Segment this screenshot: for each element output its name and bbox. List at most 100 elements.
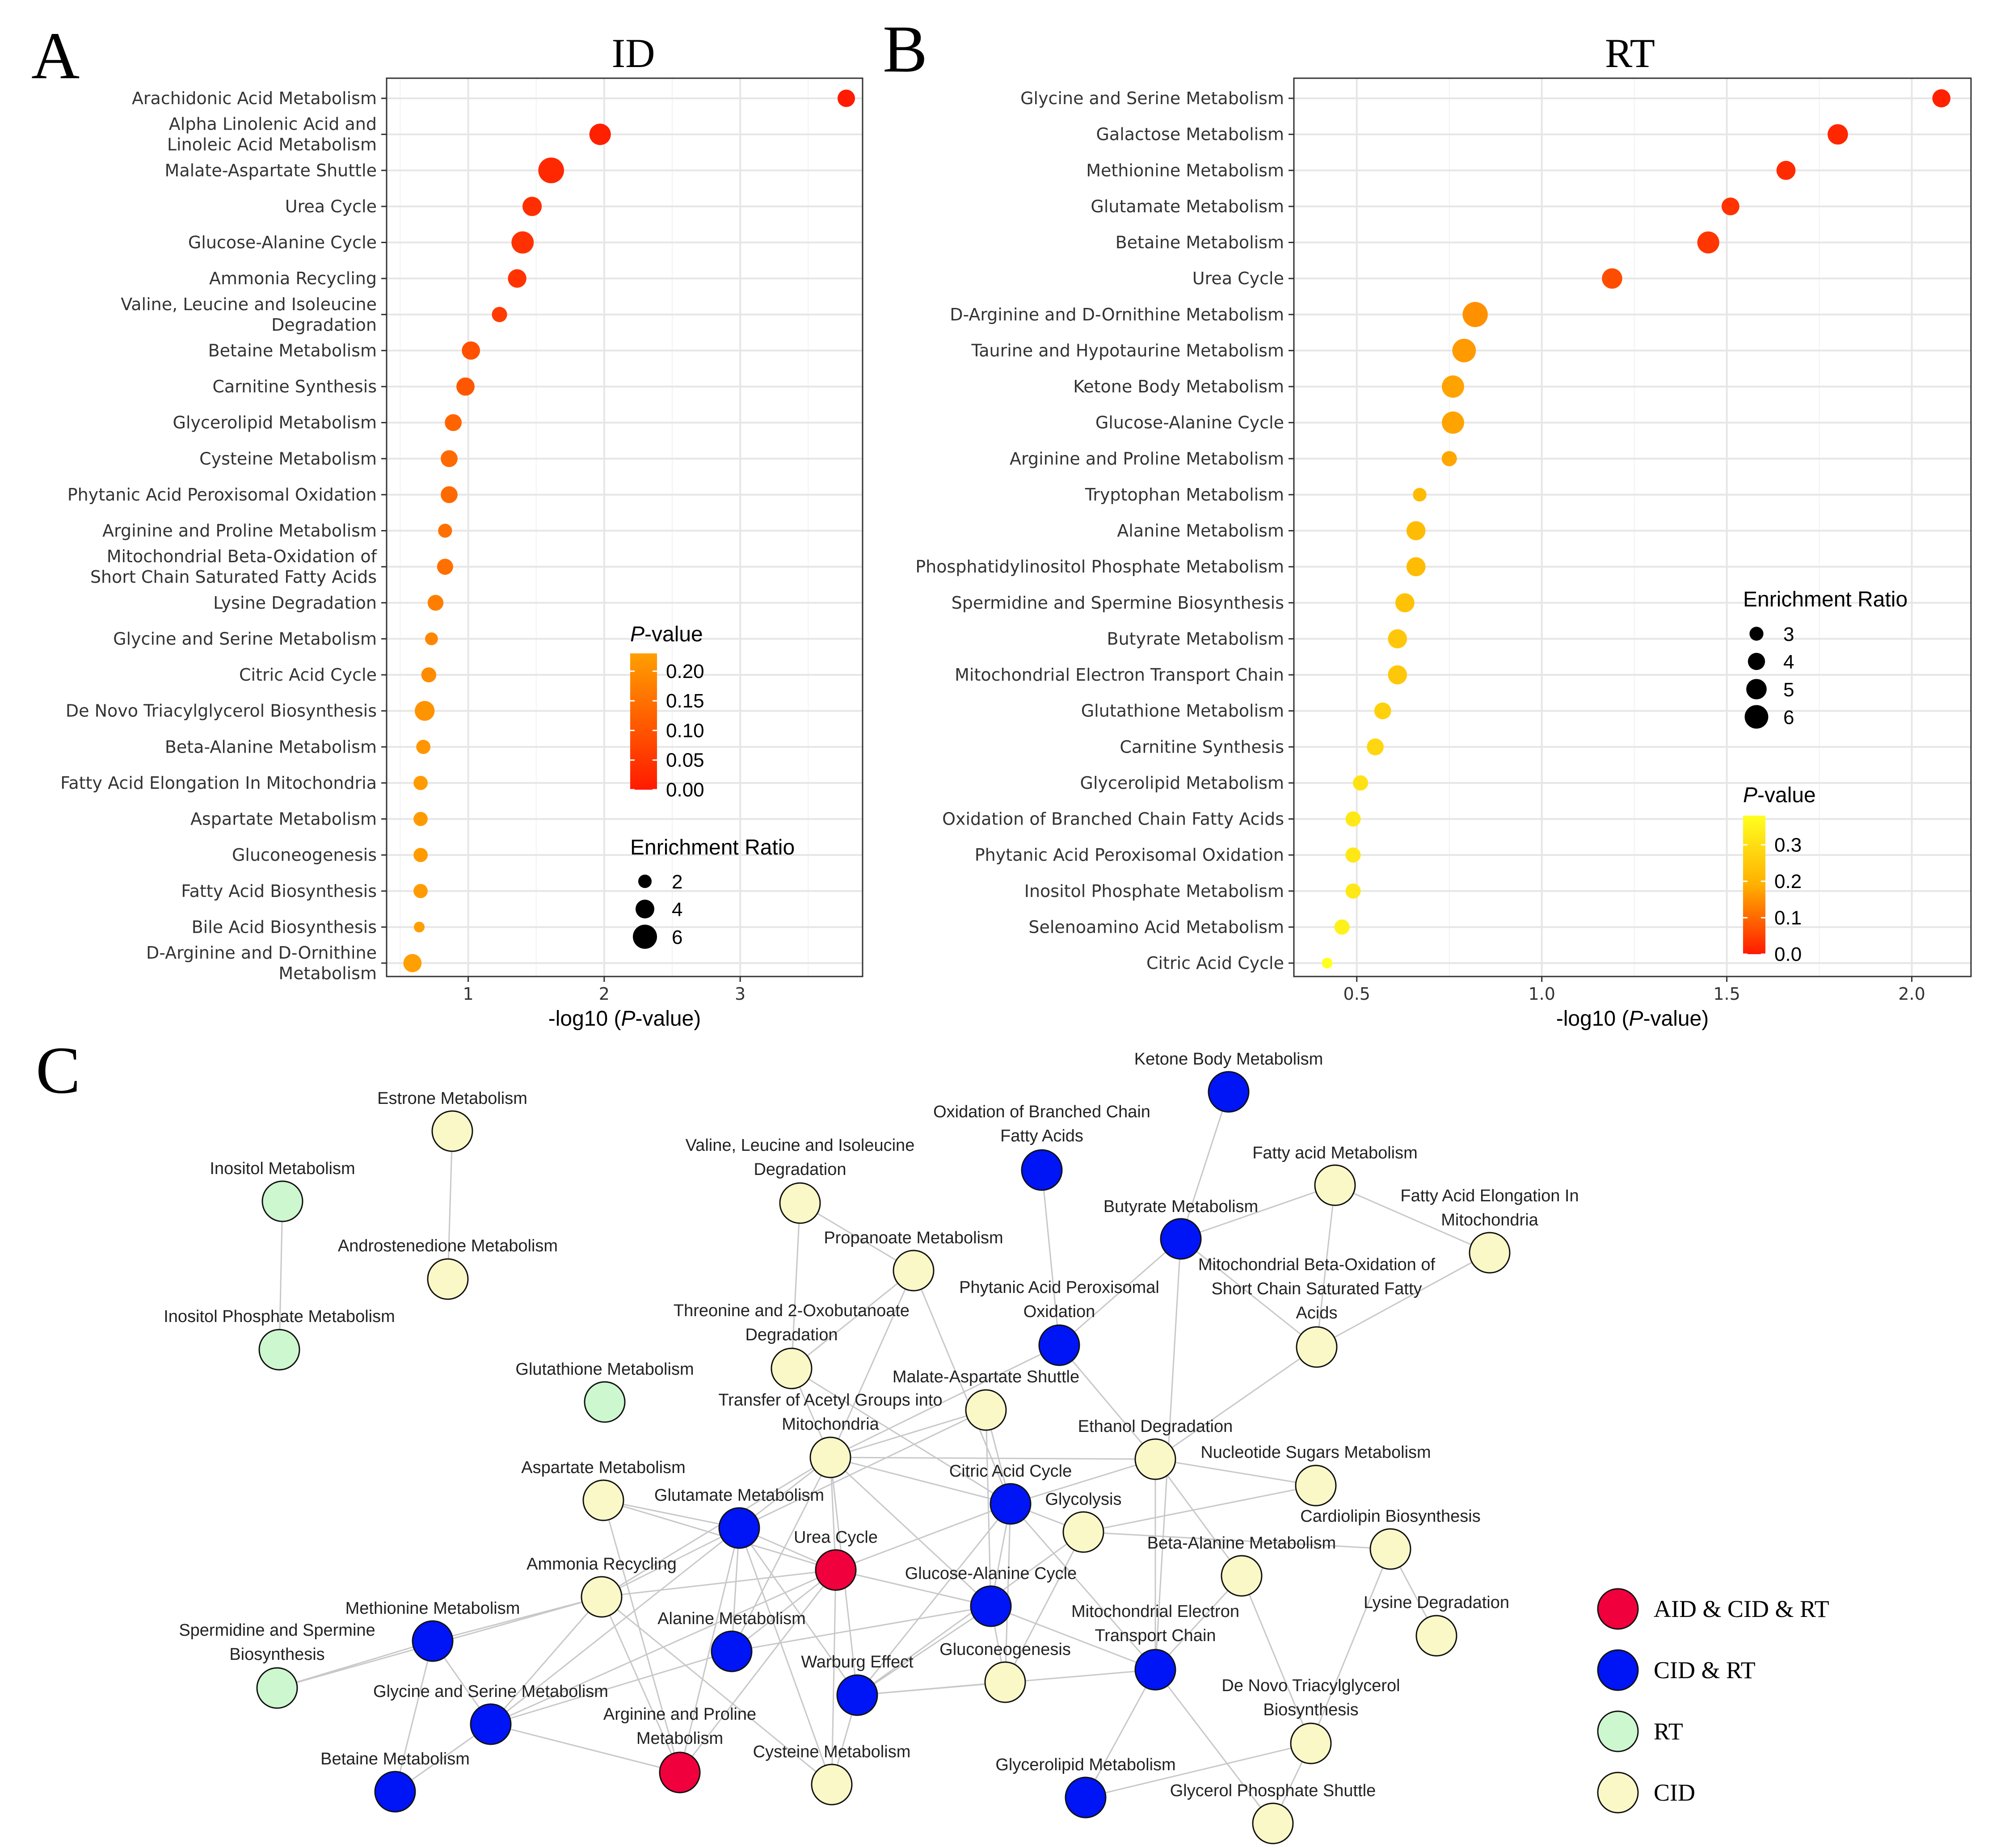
- chart-a-pathway-label: Arachidonic Acid Metabolism: [132, 88, 377, 108]
- chart-b-point: [1345, 847, 1361, 863]
- chart-b-pathway-label: Betaine Metabolism: [1116, 233, 1284, 253]
- network-node-label: Cysteine Metabolism: [753, 1743, 911, 1761]
- chart-b-pathway-label: Glycine and Serine Metabolism: [1020, 88, 1284, 108]
- chart-b-pathway-label: Glutamate Metabolism: [1091, 197, 1284, 216]
- network-node-mitoetc: [1134, 1649, 1176, 1691]
- network-node-label: Glycolysis: [1045, 1490, 1121, 1509]
- chart-b-pathway-label: Phytanic Acid Peroxisomal Oxidation: [975, 845, 1284, 865]
- network-legend-swatch: [1597, 1772, 1639, 1814]
- chart-b-point: [1697, 231, 1719, 254]
- dotplot-id: ID Arachidonic Acid Metabolism Alpha Lino…: [60, 30, 863, 1031]
- network-node-label: Arginine and Proline: [603, 1705, 756, 1724]
- network-node-label: Transport Chain: [1095, 1626, 1216, 1645]
- chart-a-cb-tick-label: 0.05: [666, 749, 704, 771]
- network-node-label: Mitochondrial Beta-Oxidation of: [1198, 1255, 1436, 1274]
- chart-a-pathway-label: Urea Cycle: [285, 197, 377, 216]
- network-node-label: Betaine Metabolism: [320, 1750, 470, 1768]
- chart-a-xtick-label: 1: [463, 984, 473, 1004]
- network-node-glucala: [970, 1585, 1012, 1627]
- network-node-threonine: [771, 1347, 813, 1389]
- network-edge: [831, 1570, 837, 1785]
- network-node-alanine: [711, 1630, 753, 1672]
- network-node-gluconeo: [984, 1661, 1026, 1703]
- network-edge: [601, 1596, 681, 1773]
- network-edge: [1010, 1503, 1156, 1670]
- panel-letter-c: C: [36, 1033, 80, 1107]
- network-node-estrone: [431, 1110, 473, 1152]
- network-edge: [1310, 1549, 1391, 1744]
- network-node-label: Degradation: [754, 1160, 846, 1179]
- network-node-mitobeta: [1296, 1326, 1338, 1368]
- pathway-network: Estrone Metabolism Androstenedione Metabo…: [164, 1050, 1829, 1844]
- network-node-cysteine: [811, 1764, 853, 1806]
- network-edge: [601, 1569, 836, 1598]
- network-edge: [1154, 1459, 1242, 1576]
- chart-b-point: [1932, 89, 1951, 108]
- chart-b-point: [1828, 124, 1848, 145]
- network-node-label: Spermidine and Spermine: [179, 1621, 375, 1640]
- network-node-warburg: [836, 1674, 878, 1716]
- chart-a-point: [415, 701, 435, 721]
- chart-a-pathway-label: Ammonia Recycling: [209, 269, 377, 288]
- chart-a-xtick-label: 3: [735, 984, 745, 1004]
- network-edge: [1010, 1458, 1156, 1505]
- network-edge: [1154, 1575, 1242, 1671]
- network-node-label: Methionine Metabolism: [345, 1599, 520, 1618]
- network-node-label: Warburg Effect: [801, 1653, 914, 1671]
- network-legend-label: AID & CID & RT: [1654, 1595, 1829, 1622]
- network-node-label: Short Chain Saturated Fatty: [1211, 1280, 1422, 1298]
- network-edge: [985, 1410, 992, 1607]
- network-edge: [857, 1605, 991, 1696]
- chart-a-pathway-label: Metabolism: [278, 964, 377, 983]
- network-node-inositol: [261, 1180, 303, 1222]
- network-edge: [830, 1457, 992, 1607]
- chart-a-pathway-label: Glucose-Alanine Cycle: [188, 233, 377, 253]
- network-edge: [602, 1500, 681, 1773]
- dotplot-rt: RT Glycine and Serine Metabolism Galactos…: [915, 30, 1972, 1031]
- network-node-propanoate: [893, 1250, 935, 1292]
- network-edge: [490, 1723, 680, 1773]
- network-node-label: Mitochondrial Electron: [1071, 1602, 1239, 1621]
- network-legend-swatch: [1597, 1649, 1639, 1691]
- network-node-label: Inositol Metabolism: [210, 1159, 355, 1178]
- network-node-label: Oxidation: [1023, 1302, 1095, 1321]
- network-edge: [830, 1344, 1060, 1458]
- chart-b-point: [1388, 629, 1407, 648]
- chart-a-size-legend-dot: [636, 900, 654, 918]
- network-node-label: Propanoate Metabolism: [824, 1229, 1003, 1247]
- network-edge: [278, 1201, 283, 1350]
- network-edge: [830, 1457, 1156, 1460]
- network-edge: [277, 1640, 433, 1689]
- network-edge: [1155, 1458, 1316, 1486]
- chart-b-pathway-label: Phosphatidylinositol Phosphate Metabolis…: [915, 557, 1284, 577]
- network-node-aspartate: [582, 1479, 624, 1521]
- chart-b-pvalue-legend-title: P-value: [1743, 783, 1816, 807]
- chart-a-point: [413, 884, 428, 898]
- network-node-betaala: [1221, 1555, 1263, 1597]
- chart-a-pathway-label: Gluconeogenesis: [232, 845, 377, 865]
- chart-a-pathway-labels: Arachidonic Acid Metabolism Alpha Linolen…: [60, 88, 387, 983]
- network-edge: [601, 1596, 832, 1785]
- chart-b-size-legend-dot: [1746, 679, 1767, 699]
- network-node-label: Fatty acid Metabolism: [1252, 1144, 1418, 1162]
- network-node-urea: [815, 1549, 857, 1591]
- chart-a-legend: P-value 0.20 0.15 0.10 0.05 0.00 Enrichment …: [630, 623, 795, 949]
- chart-b-pathway-label: Spermidine and Spermine Biosynthesis: [952, 593, 1284, 613]
- chart-b-point: [1374, 702, 1391, 720]
- chart-a-x-ticks: 1 2 3: [463, 977, 745, 1004]
- chart-a-point: [438, 523, 452, 538]
- chart-a-pathway-label: Carnitine Synthesis: [212, 377, 377, 396]
- chart-a-pathway-label: Malate-Aspartate Shuttle: [165, 160, 377, 180]
- network-node-glycolysis: [1062, 1511, 1104, 1553]
- network-node-spermidine: [256, 1667, 298, 1709]
- chart-b-cb-tick-label: 0.2: [1774, 871, 1802, 892]
- network-edge: [731, 1569, 836, 1652]
- chart-a-pathway-label: Short Chain Saturated Fatty Acids: [90, 567, 377, 587]
- network-edge: [679, 1528, 740, 1773]
- chart-b-point: [1462, 302, 1488, 327]
- network-node-label: Ammonia Recycling: [526, 1555, 677, 1574]
- network-edge: [601, 1527, 740, 1598]
- network-edge: [990, 1605, 1156, 1671]
- network-edge: [1085, 1743, 1311, 1798]
